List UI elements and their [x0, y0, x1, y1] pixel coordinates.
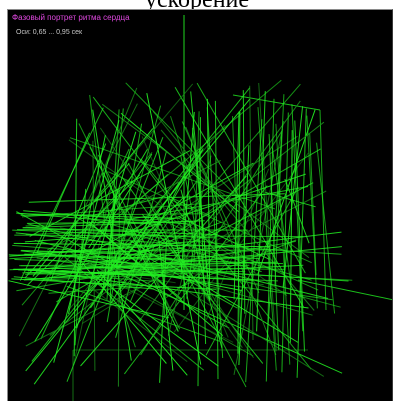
trace-segment — [306, 115, 318, 309]
trace-segment — [291, 104, 304, 332]
trace-segment — [9, 245, 159, 257]
trace-segment — [20, 213, 203, 216]
trace-segment — [20, 262, 248, 267]
trace-segment — [34, 153, 153, 342]
trace-segment — [237, 111, 241, 354]
trace-segment — [90, 272, 219, 367]
trace-segment — [26, 221, 194, 224]
trace-segment — [36, 132, 91, 253]
trace-segment — [174, 253, 243, 348]
trace-segment — [296, 108, 307, 378]
trace-segment — [12, 229, 217, 239]
trace-segment — [256, 91, 266, 332]
trace-segment — [316, 142, 336, 314]
trace-segment — [245, 119, 263, 383]
trace-segment — [9, 261, 278, 271]
trace-segment — [238, 145, 250, 366]
trace-segment — [282, 106, 304, 288]
trace-segment — [92, 140, 96, 371]
trace-segment — [86, 83, 194, 210]
trace-segment — [130, 233, 179, 332]
trace-segment — [130, 240, 299, 343]
trace-segment — [23, 266, 175, 281]
trace-segment — [206, 107, 224, 359]
trace-segment — [297, 279, 392, 301]
trace-segment — [232, 115, 242, 340]
trace-segment — [206, 98, 211, 301]
trace-segment — [12, 244, 172, 259]
trace-segment — [73, 118, 78, 357]
trace-segment — [125, 82, 241, 201]
trace-segment — [89, 146, 156, 274]
trace-segment — [11, 278, 217, 290]
trace-segment — [117, 239, 342, 255]
trace-segment — [83, 281, 188, 362]
trace-segment — [120, 228, 176, 247]
trace-segment — [271, 147, 292, 287]
trace-segment — [193, 111, 200, 271]
trace-segment — [18, 269, 254, 281]
trace-segment — [319, 109, 327, 311]
trace-segment — [138, 100, 301, 322]
trace-segment — [199, 148, 207, 345]
phase-portrait-trace — [8, 15, 392, 401]
trace-segment — [16, 229, 248, 231]
trace-segment — [85, 87, 138, 214]
trace-segment — [88, 221, 183, 300]
trace-segment — [180, 111, 195, 278]
trace-segment — [97, 154, 153, 257]
trace-segment — [289, 130, 293, 343]
trace-segment — [118, 297, 136, 348]
trace-segment — [123, 174, 169, 214]
trace-segment — [196, 82, 306, 274]
trace-segment — [309, 133, 317, 276]
trace-segment — [265, 98, 275, 382]
trace-segment — [120, 112, 239, 212]
trace-segment — [25, 229, 149, 236]
trace-segment — [48, 286, 137, 294]
trace-segment — [185, 126, 277, 356]
trace-segment — [13, 242, 271, 248]
trace-segment — [69, 137, 276, 210]
trace-segment — [24, 163, 130, 279]
trace-segment — [24, 233, 137, 243]
trace-segment — [68, 134, 106, 315]
phase-portrait-panel: Фазовый портрет ритма сердца Оси: 0,65 .… — [7, 9, 393, 401]
trace-segment — [45, 272, 190, 281]
trace-segment — [146, 93, 202, 365]
trace-segment — [18, 103, 138, 337]
trace-segment — [232, 94, 321, 111]
trace-segment — [97, 273, 234, 343]
trace-segment — [257, 107, 277, 371]
trace-segment — [179, 216, 270, 260]
trace-segment — [76, 257, 242, 291]
trace-segment — [265, 191, 316, 208]
trace-segment — [9, 247, 183, 260]
trace-segment — [53, 120, 120, 363]
trace-segment — [110, 149, 204, 304]
trace-segment — [21, 249, 260, 260]
trace-segment — [130, 230, 249, 249]
trace-segment — [27, 223, 329, 299]
trace-segment — [17, 240, 201, 256]
trace-segment — [8, 280, 170, 319]
axis-range-label: Оси: 0,65 ... 0,95 сек — [16, 29, 83, 36]
trace-segment — [117, 173, 306, 238]
trace-segment — [18, 213, 175, 219]
plot-title: Фазовый портрет ритма сердца — [12, 13, 130, 22]
trace-segment — [22, 271, 246, 274]
trace-segment — [106, 108, 124, 286]
trace-segment — [275, 123, 291, 365]
trace-segment — [171, 217, 232, 270]
trace-segment — [185, 289, 325, 377]
trace-segment — [266, 130, 283, 340]
trace-segment — [24, 253, 185, 260]
trace-segment — [242, 90, 246, 314]
trace-segment — [233, 111, 240, 300]
